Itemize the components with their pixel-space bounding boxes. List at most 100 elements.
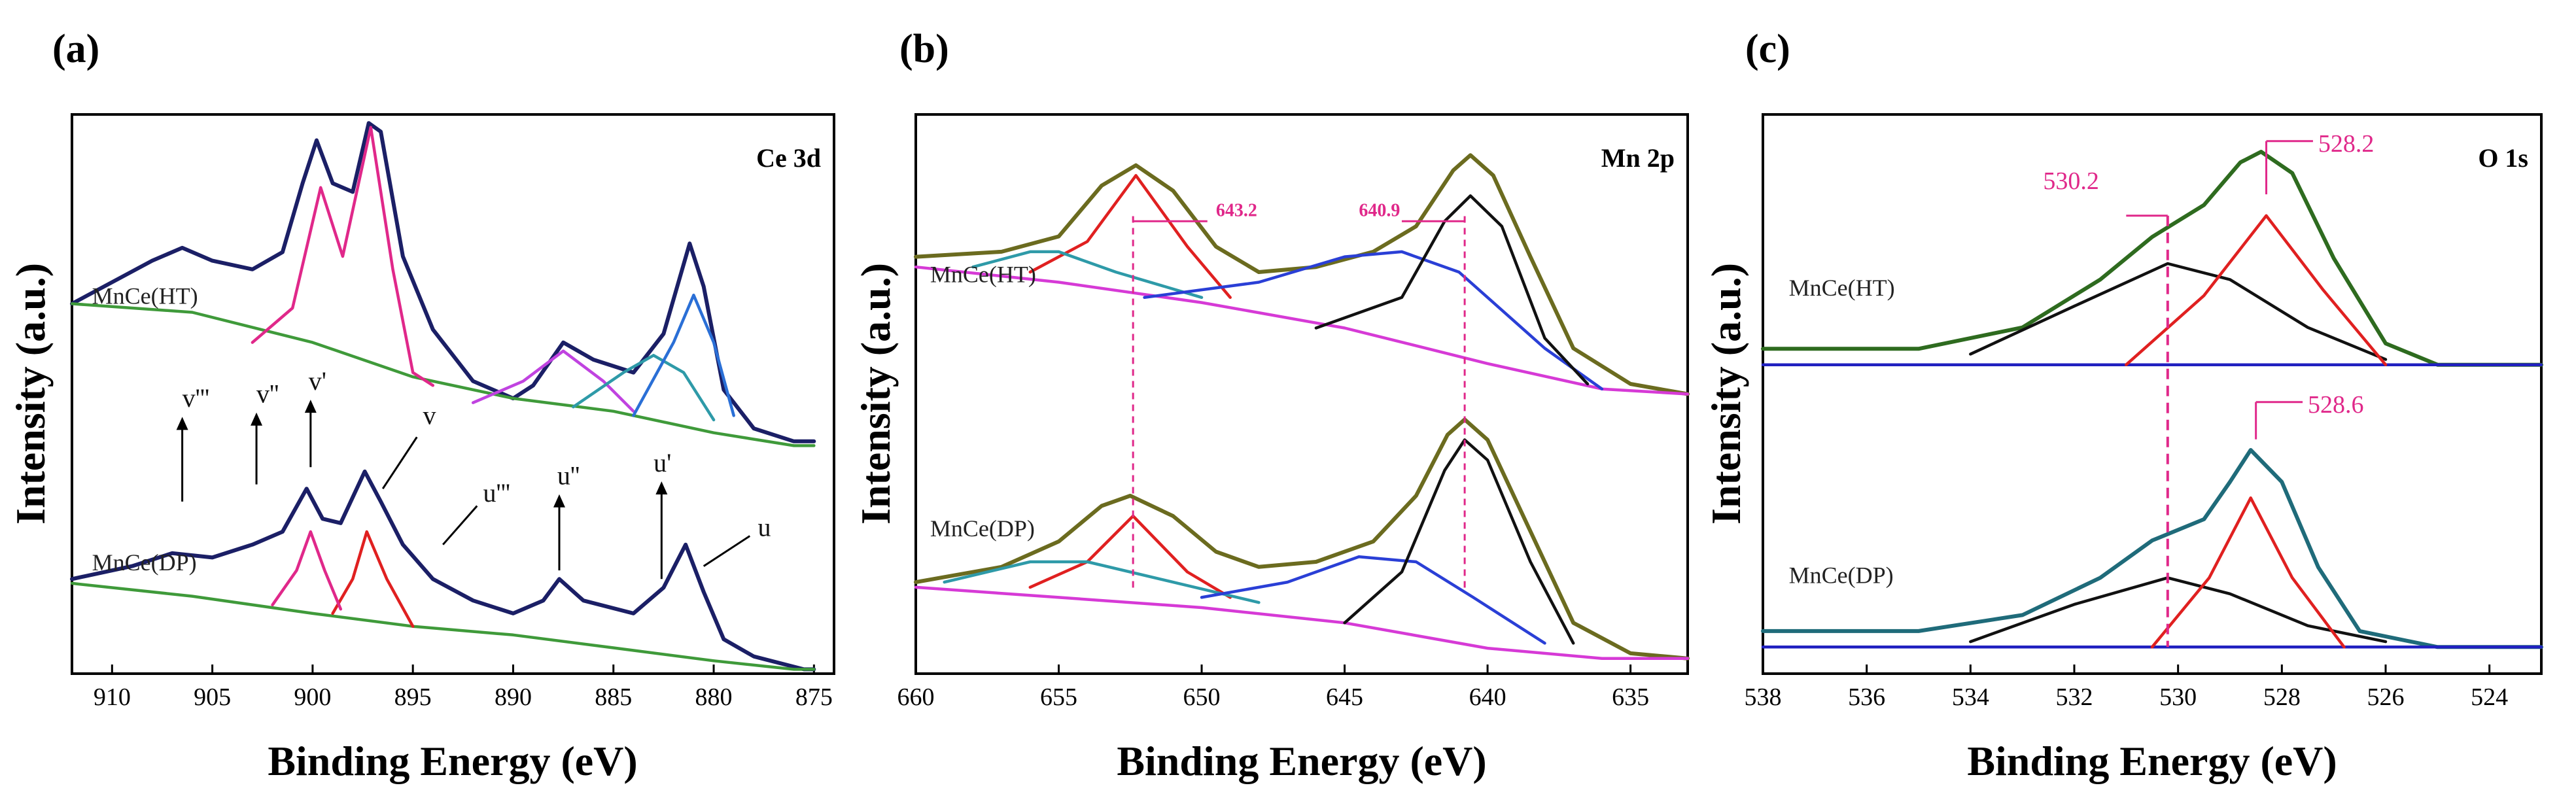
x-tick-label: 532	[2056, 683, 2093, 711]
panel-a-x-ticks: 910 905 900 895 890 885 880 875	[94, 664, 833, 711]
x-tick-label: 640	[1469, 683, 1506, 711]
sample-label: MnCe(DP)	[92, 549, 197, 576]
trace-component	[1314, 194, 1590, 386]
trace-component	[251, 126, 435, 387]
x-tick-label: 655	[1040, 683, 1077, 711]
peak-position-label: 530.2	[2043, 167, 2099, 195]
trace-component	[331, 530, 415, 628]
panel-c: (c) O 1s Binding Energy (eV) Intensity (…	[1703, 27, 2543, 784]
trace-component	[1200, 555, 1546, 645]
trace-background	[70, 581, 816, 671]
peak-name-label: v'	[309, 366, 326, 396]
x-tick-label: 536	[1848, 683, 1885, 711]
trace-component	[1969, 262, 2388, 361]
x-tick-label: 645	[1326, 683, 1363, 711]
x-tick-label: 890	[495, 683, 532, 711]
trace-component	[943, 560, 1261, 604]
sample-label: MnCe(HT)	[92, 283, 198, 309]
trace-envelope	[914, 417, 1690, 661]
sample-label: MnCe(HT)	[930, 262, 1036, 288]
x-tick-label: 534	[1952, 683, 1989, 711]
peak-name-label: v'''	[183, 383, 210, 413]
trace-envelope	[70, 121, 816, 443]
trace-component	[1969, 576, 2388, 644]
trace-background	[70, 302, 816, 447]
trace-component	[271, 530, 343, 611]
arrow-head-icon	[176, 417, 188, 430]
trace-component	[2150, 496, 2346, 649]
peak-name-label: v	[423, 401, 436, 430]
panel-a-annotations: MnCe(HT) MnCe(DP) v''' v'' v' v u''' u'' u' u	[92, 283, 771, 579]
trace-envelope	[70, 469, 816, 672]
panel-b-x-ticks: 660 655 650 645 640 635	[897, 664, 1649, 711]
trace-component	[2125, 214, 2388, 366]
sample-label: MnCe(DP)	[1789, 562, 1894, 589]
panel-a-traces	[70, 121, 816, 672]
x-tick-label: 895	[394, 683, 432, 711]
x-tick-label: 635	[1612, 683, 1649, 711]
panel-a-corner-label: Ce 3d	[756, 143, 821, 173]
panel-c-y-axis-title: Intensity (a.u.)	[1703, 263, 1749, 525]
x-tick-label: 880	[695, 683, 733, 711]
x-tick-label: 885	[595, 683, 632, 711]
arrow-head-icon	[251, 412, 263, 426]
x-tick-label: 528	[2263, 683, 2301, 711]
arrow-head-icon	[553, 494, 565, 508]
trace-component	[471, 349, 635, 413]
trace-component	[1028, 514, 1232, 599]
x-tick-label: 900	[294, 683, 331, 711]
panel-b-annotations: MnCe(HT) MnCe(DP) 643.2 640.9	[930, 200, 1466, 593]
panel-a-frame	[71, 113, 835, 675]
panel-a-x-axis-title: Binding Energy (eV)	[268, 738, 637, 784]
panel-a: (a) Ce 3d Binding Energy (eV) Intensity …	[7, 27, 835, 784]
panel-b-y-axis-title: Intensity (a.u.)	[852, 263, 899, 525]
x-tick-label: 875	[795, 683, 833, 711]
sample-label: MnCe(DP)	[930, 515, 1035, 542]
trace-component	[971, 250, 1204, 300]
peak-arrow	[703, 535, 751, 567]
trace-envelope	[1761, 150, 2543, 367]
peak-name-label: v''	[256, 379, 279, 409]
x-tick-label: 530	[2159, 683, 2197, 711]
x-tick-label: 910	[94, 683, 131, 711]
peak-arrow	[381, 436, 418, 490]
sample-label: MnCe(HT)	[1789, 275, 1895, 301]
trace-component	[572, 354, 716, 422]
peak-position-label: 528.6	[2308, 391, 2364, 419]
x-tick-label: 526	[2367, 683, 2405, 711]
trace-component	[1143, 250, 1604, 390]
panel-b: (b) Mn 2p Binding Energy (eV) Intensity …	[852, 27, 1690, 784]
panel-c-traces	[1761, 150, 2543, 649]
peak-position-label: 643.2	[1216, 200, 1257, 220]
trace-component	[1028, 174, 1232, 300]
panel-b-x-axis-title: Binding Energy (eV)	[1117, 738, 1486, 784]
panel-c-x-ticks: 538 536 534 532 530 528 526 524	[1745, 664, 2508, 711]
panel-c-frame	[1762, 113, 2543, 675]
peak-position-label: 640.9	[1359, 200, 1400, 220]
peak-name-label: u	[758, 513, 771, 542]
trace-envelope	[914, 153, 1690, 396]
panel-a-label: (a)	[52, 27, 99, 71]
peak-name-label: u'''	[483, 478, 510, 508]
panel-c-x-axis-title: Binding Energy (eV)	[1967, 738, 2337, 784]
x-tick-label: 660	[897, 683, 935, 711]
x-tick-label: 538	[1745, 683, 1782, 711]
arrow-head-icon	[304, 400, 317, 413]
panel-b-label: (b)	[899, 27, 949, 71]
trace-component	[632, 293, 735, 417]
trace-envelope	[1761, 448, 2543, 649]
panel-b-frame	[914, 113, 1689, 675]
x-tick-label: 905	[194, 683, 231, 711]
panel-b-corner-label: Mn 2p	[1601, 143, 1675, 173]
x-tick-label: 524	[2471, 683, 2508, 711]
x-tick-label: 650	[1183, 683, 1221, 711]
panel-c-annotations: MnCe(HT) MnCe(DP) 530.2 528.2 528.6	[1789, 130, 2375, 647]
peak-position-label: 528.2	[2318, 130, 2375, 158]
panel-c-corner-label: O 1s	[2478, 143, 2528, 173]
panel-a-y-axis-title: Intensity (a.u.)	[7, 263, 54, 525]
peak-name-label: u'	[653, 448, 671, 477]
peak-name-label: u''	[557, 461, 580, 491]
panel-c-label: (c)	[1745, 27, 1790, 71]
trace-component	[1343, 438, 1575, 645]
